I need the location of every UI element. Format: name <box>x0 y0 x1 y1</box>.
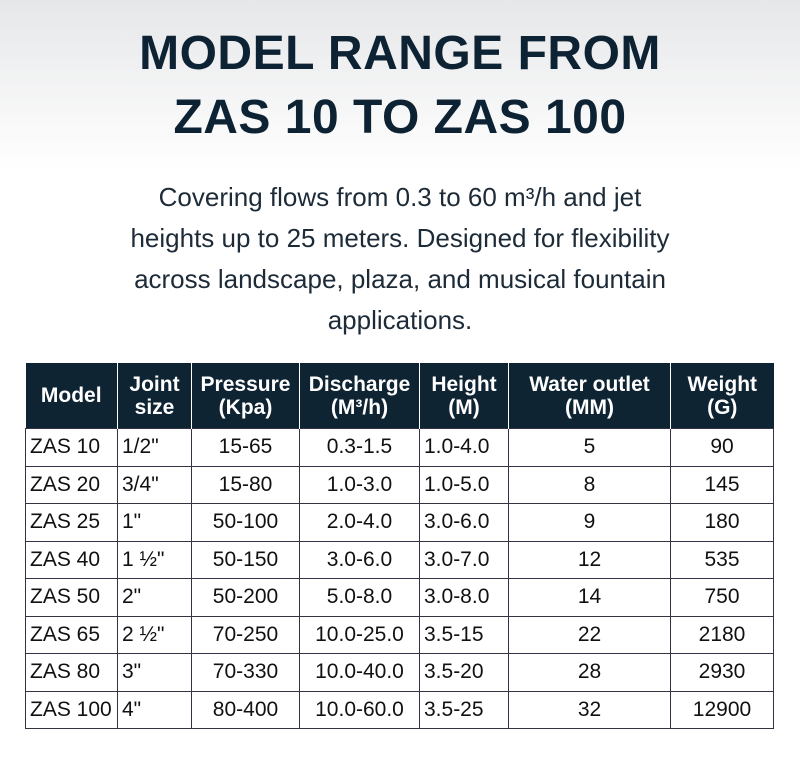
description-line: across landscape, plaza, and musical fou… <box>134 264 666 294</box>
table-cell: 3.0-6.0 <box>299 540 420 579</box>
table-cell: 0.3-1.5 <box>299 428 420 467</box>
table-cell: ZAS 25 <box>25 503 118 542</box>
table-cell: ZAS 40 <box>25 540 118 579</box>
table-cell: 535 <box>670 540 774 579</box>
table-row: ZAS 25 1" 50-100 2.0-4.0 3.0-6.0 9 180 <box>25 503 774 542</box>
table-cell: 3.0-7.0 <box>419 540 509 579</box>
table-cell: 80-400 <box>191 690 300 729</box>
table-cell: 3" <box>117 653 192 692</box>
table-cell: 9 <box>508 503 671 542</box>
table-cell: 28 <box>508 653 671 692</box>
header-text: (MM) <box>565 395 614 419</box>
table-cell: 8 <box>508 465 671 504</box>
description-line: Covering flows from 0.3 to 60 m³/h and j… <box>158 182 642 212</box>
table-cell: 2 ½" <box>117 615 192 654</box>
table-cell: 70-250 <box>191 615 300 654</box>
table-cell: ZAS 50 <box>25 578 118 617</box>
table-cell: 70-330 <box>191 653 300 692</box>
table-cell: 32 <box>508 690 671 729</box>
table-cell: 50-200 <box>191 578 300 617</box>
table-body: ZAS 10 1/2" 15-65 0.3-1.5 1.0-4.0 5 90 ZAS 20 3/… <box>25 428 774 729</box>
table-cell: 3.0-6.0 <box>419 503 509 542</box>
header-text: (M) <box>448 395 480 419</box>
header-cell: Pressure (Kpa) <box>191 363 300 429</box>
table-cell: 5 <box>508 428 671 467</box>
table-cell: ZAS 65 <box>25 615 118 654</box>
table-cell: 12900 <box>670 690 774 729</box>
description-line: heights up to 25 meters. Designed for fl… <box>130 223 670 253</box>
table-cell: 3.0-8.0 <box>419 578 509 617</box>
header-cell: Model <box>25 363 118 429</box>
table-cell: 2" <box>117 578 192 617</box>
table-cell: 10.0-60.0 <box>299 690 420 729</box>
table-row: ZAS 50 2" 50-200 5.0-8.0 3.0-8.0 14 750 <box>25 578 774 617</box>
table-cell: ZAS 100 <box>25 690 118 729</box>
header-text: Weight <box>687 372 758 396</box>
table-cell: 10.0-25.0 <box>299 615 420 654</box>
description: Covering flows from 0.3 to 60 m³/h and j… <box>0 177 800 341</box>
table-cell: 12 <box>508 540 671 579</box>
table-cell: 2.0-4.0 <box>299 503 420 542</box>
table-row: ZAS 10 1/2" 15-65 0.3-1.5 1.0-4.0 5 90 <box>25 428 774 467</box>
table-cell: ZAS 80 <box>25 653 118 692</box>
header-row: Model Joint size Pressure (Kpa) Discharge (M³/… <box>25 363 774 429</box>
table-cell: 50-100 <box>191 503 300 542</box>
table-cell: 145 <box>670 465 774 504</box>
header-cell: Joint size <box>117 363 192 429</box>
header-text: (G) <box>707 395 738 419</box>
table-row: ZAS 20 3/4" 15-80 1.0-3.0 1.0-5.0 8 145 <box>25 465 774 504</box>
table-cell: 14 <box>508 578 671 617</box>
header-text: size <box>134 395 175 419</box>
header-text: Height <box>431 372 497 396</box>
table-cell: 1.0-5.0 <box>419 465 509 504</box>
table-cell: 4" <box>117 690 192 729</box>
table-cell: 2180 <box>670 615 774 654</box>
table-cell: 10.0-40.0 <box>299 653 420 692</box>
table-cell: 5.0-8.0 <box>299 578 420 617</box>
table-cell: 1/2" <box>117 428 192 467</box>
header-text: Pressure <box>200 372 291 396</box>
table-cell: 2930 <box>670 653 774 692</box>
header-text: Discharge <box>308 372 411 396</box>
header-cell: Water outlet (MM) <box>508 363 671 429</box>
header-cell: Discharge (M³/h) <box>299 363 420 429</box>
header-text: Joint <box>129 372 180 396</box>
table-row: ZAS 100 4" 80-400 10.0-60.0 3.5-25 32 12900 <box>25 690 774 729</box>
table-cell: 90 <box>670 428 774 467</box>
header-cell: Weight (G) <box>670 363 774 429</box>
table-cell: 3.5-25 <box>419 690 509 729</box>
table-cell: 50-150 <box>191 540 300 579</box>
table-cell: 15-80 <box>191 465 300 504</box>
table-cell: 22 <box>508 615 671 654</box>
header-text: Model <box>40 384 102 407</box>
title: MODEL RANGE FROM ZAS 10 TO ZAS 100 <box>0 22 800 150</box>
table-cell: 750 <box>670 578 774 617</box>
title-line: MODEL RANGE FROM <box>139 27 661 80</box>
table-cell: 3/4" <box>117 465 192 504</box>
table-cell: ZAS 20 <box>25 465 118 504</box>
table-cell: 15-65 <box>191 428 300 467</box>
table-row: ZAS 80 3" 70-330 10.0-40.0 3.5-20 28 2930 <box>25 653 774 692</box>
header-text: Water outlet <box>529 372 650 396</box>
table-cell: 1" <box>117 503 192 542</box>
table-cell: 1 ½" <box>117 540 192 579</box>
description-line: applications. <box>327 305 473 335</box>
spec-table: Model Joint size Pressure (Kpa) Discharge (M³/… <box>25 363 774 729</box>
header-cell: Height (M) <box>419 363 509 429</box>
table-cell: ZAS 10 <box>25 428 118 467</box>
header-text: (Kpa) <box>218 395 273 419</box>
table-row: ZAS 40 1 ½" 50-150 3.0-6.0 3.0-7.0 12 535 <box>25 540 774 579</box>
table-row: ZAS 65 2 ½" 70-250 10.0-25.0 3.5-15 22 2180 <box>25 615 774 654</box>
table-cell: 3.5-15 <box>419 615 509 654</box>
title-line: ZAS 10 TO ZAS 100 <box>173 91 627 144</box>
table-cell: 1.0-3.0 <box>299 465 420 504</box>
header-text: (M³/h) <box>330 395 389 419</box>
table-cell: 3.5-20 <box>419 653 509 692</box>
table-cell: 180 <box>670 503 774 542</box>
table-cell: 1.0-4.0 <box>419 428 509 467</box>
